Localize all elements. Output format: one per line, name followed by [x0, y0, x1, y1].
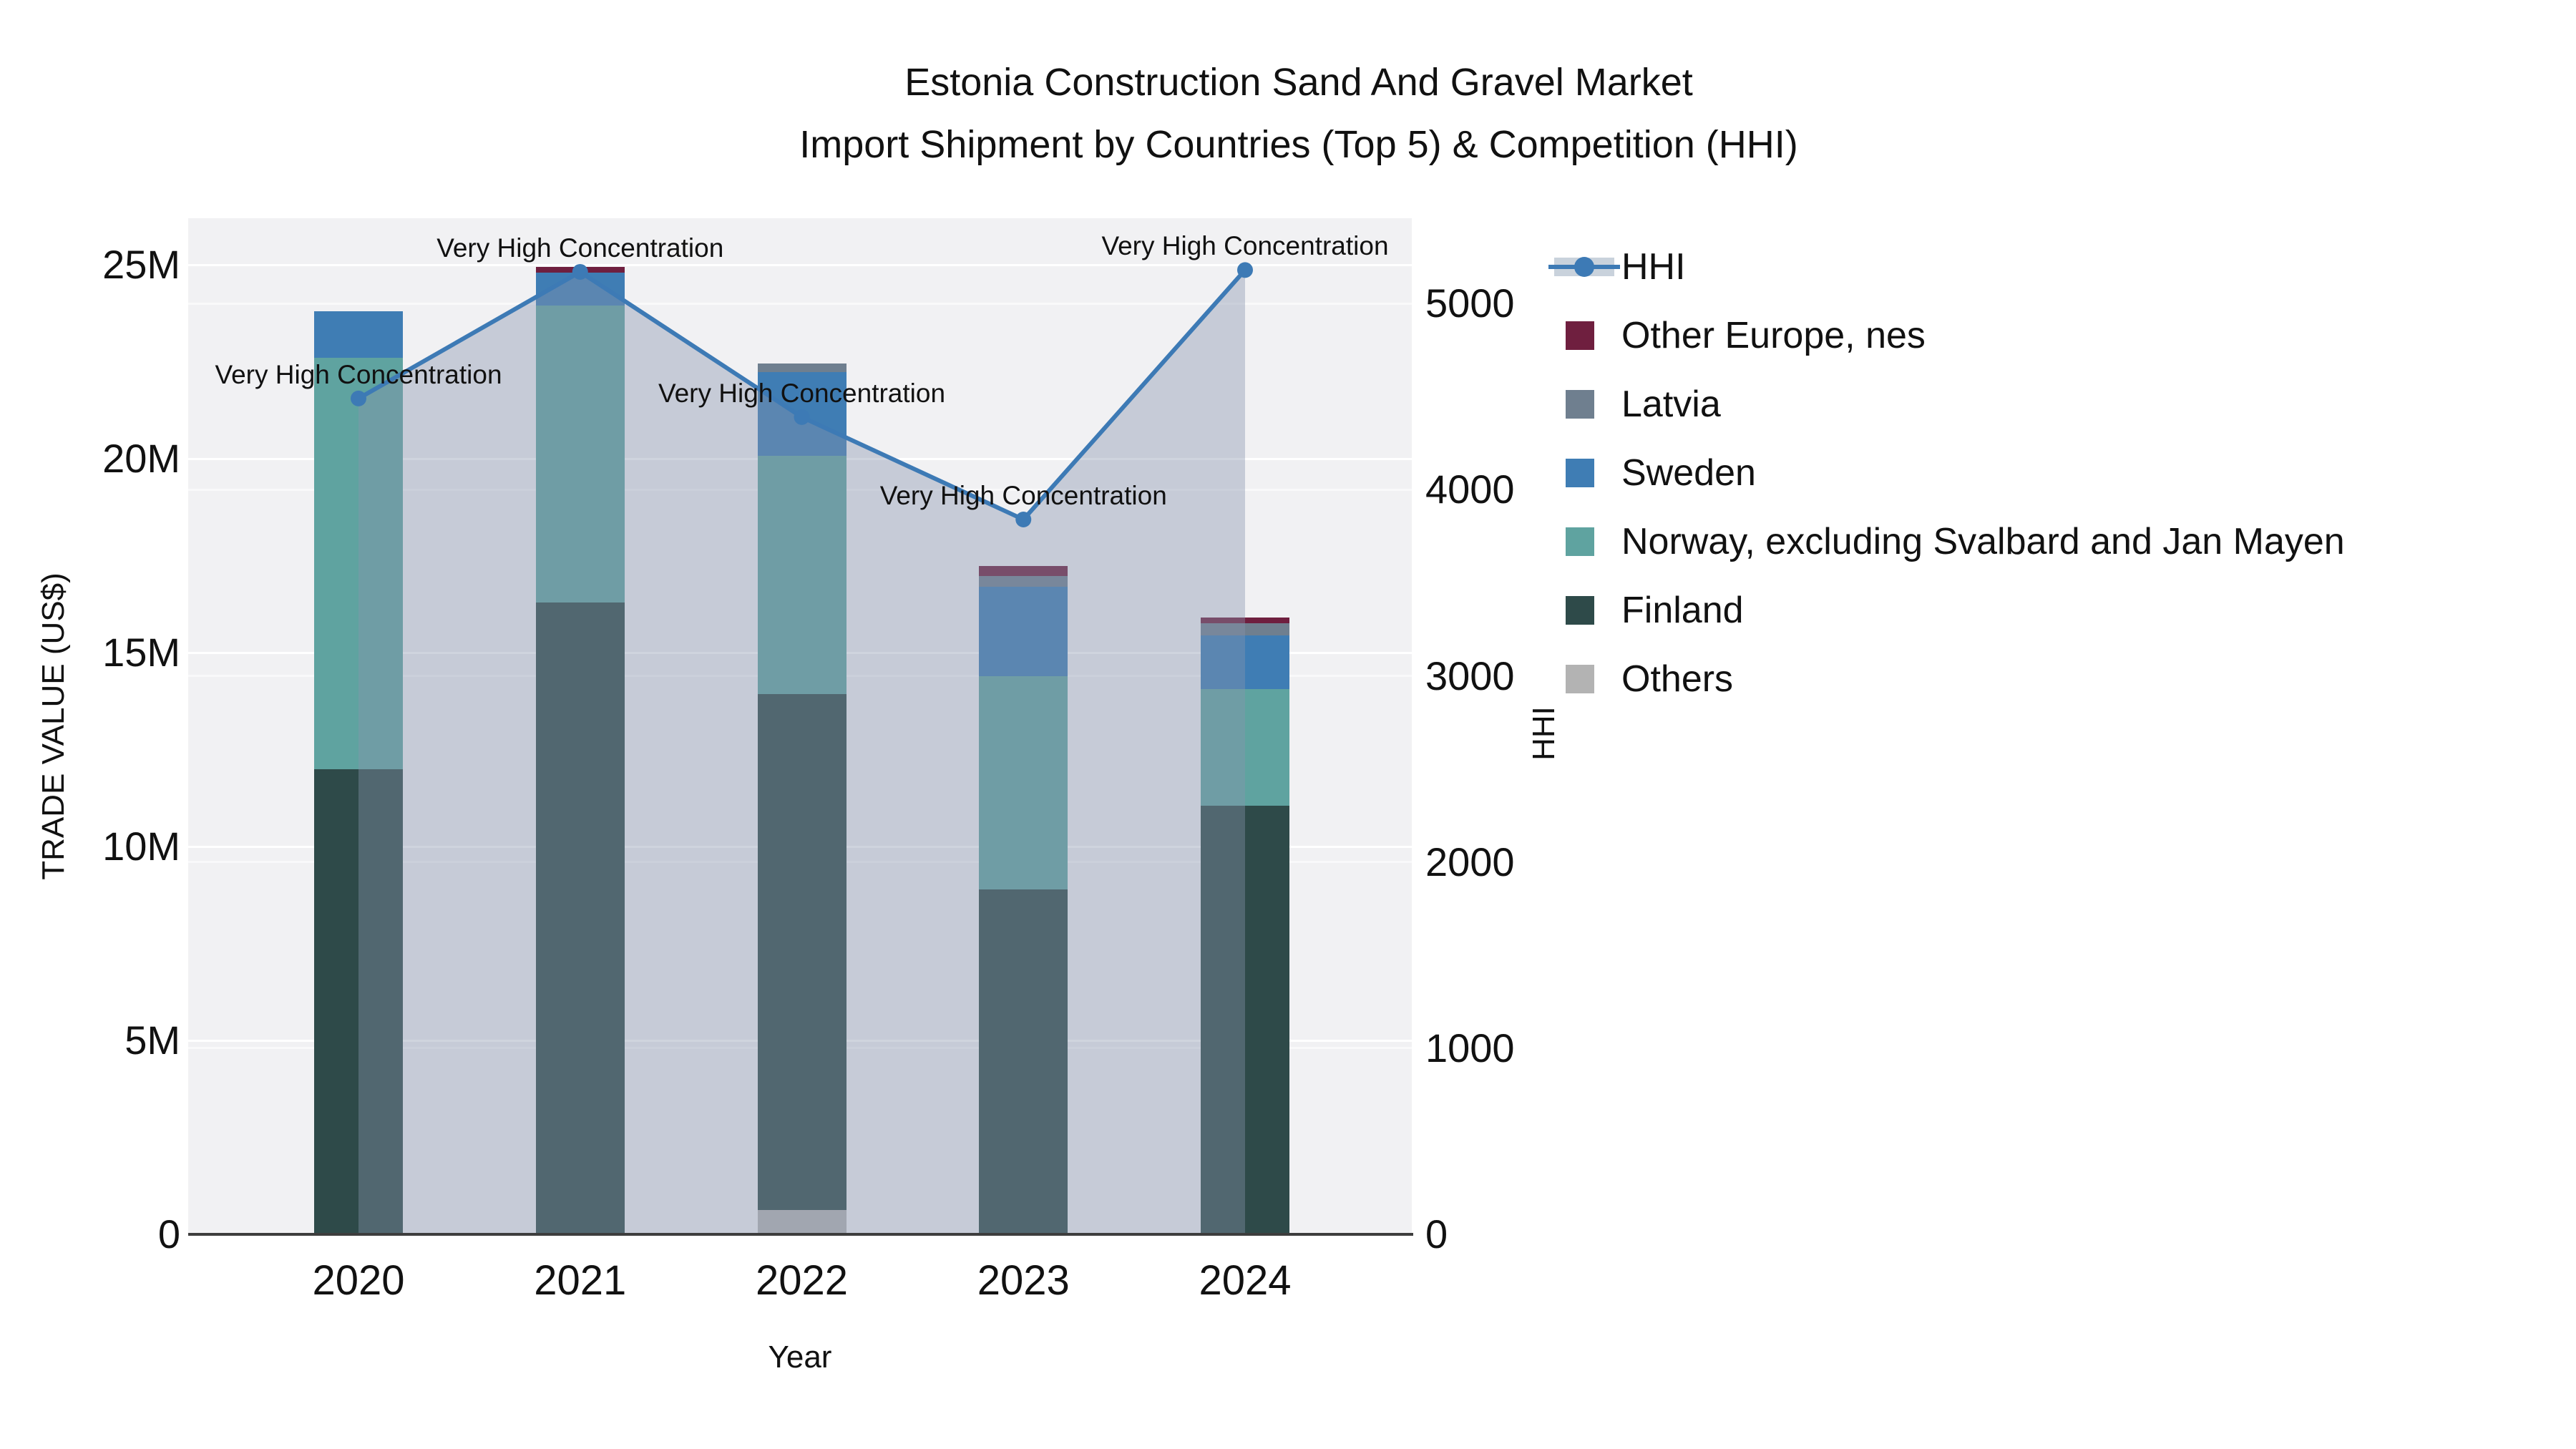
annotation-2020: Very High Concentration: [215, 359, 502, 389]
bar-segment-norway-excluding-svalbard-and-jan-mayen: [979, 675, 1068, 889]
tick-label-year-2022: 2022: [755, 1257, 849, 1304]
bar-segment-other-europe-nes: [979, 565, 1068, 576]
legend-label-norway-excluding-svalbard-and-jan-mayen: Norway, excluding Svalbard and Jan Mayen: [1621, 521, 2345, 562]
bar-segment-sweden: [1201, 635, 1289, 690]
legend-swatch-other-europe-nes: [1566, 321, 1594, 350]
tick-label-left-0: 0: [157, 1211, 180, 1257]
tick-label-left-20M: 20M: [102, 436, 180, 481]
bar-2022: [757, 218, 847, 1234]
bar-segment-norway-excluding-svalbard-and-jan-mayen: [314, 358, 403, 769]
tick-label-year-2021: 2021: [534, 1257, 627, 1304]
legend-label-hhi: HHI: [1621, 246, 1686, 288]
bar-segment-latvia: [979, 575, 1068, 587]
x-axis-title: Year: [768, 1340, 832, 1375]
bar-segment-latvia: [757, 364, 847, 373]
tick-label-left-10M: 10M: [102, 824, 180, 869]
gridline-trade-value: [188, 263, 1412, 266]
bar-segment-finland: [535, 602, 625, 1234]
tick-label-year-2023: 2023: [977, 1257, 1070, 1304]
annotation-2024: Very High Concentration: [1101, 231, 1389, 261]
legend-swatch-finland: [1566, 596, 1594, 625]
tick-label-left-15M: 15M: [102, 630, 180, 675]
bar-segment-finland: [314, 769, 403, 1234]
tick-label-year-2024: 2024: [1199, 1257, 1292, 1304]
bar-segment-latvia: [1201, 623, 1289, 635]
bar-segment-sweden: [979, 586, 1068, 676]
hhi-legend-marker-icon: [1574, 257, 1594, 277]
chart-subtitle: Import Shipment by Countries (Top 5) & C…: [799, 123, 1798, 167]
tick-label-right-4000: 4000: [1425, 467, 1515, 512]
y-axis-title-left: TRADE VALUE (US$): [36, 572, 71, 880]
legend-swatch-sweden: [1566, 459, 1594, 487]
tick-label-right-3000: 3000: [1425, 653, 1515, 698]
bar-2024: [1201, 218, 1289, 1234]
bar-segment-norway-excluding-svalbard-and-jan-mayen: [757, 455, 847, 694]
tick-label-right-1000: 1000: [1425, 1025, 1515, 1070]
legend-swatch-others: [1566, 665, 1594, 693]
plot-area: [188, 218, 1412, 1234]
legend-label-other-europe-nes: Other Europe, nes: [1621, 315, 1926, 356]
legend-label-latvia: Latvia: [1621, 384, 1721, 425]
bar-2020: [314, 218, 403, 1234]
legend-label-others: Others: [1621, 658, 1734, 700]
annotation-2023: Very High Concentration: [879, 480, 1167, 510]
bar-segment-finland: [757, 693, 847, 1210]
bar-segment-sweden: [314, 311, 403, 358]
bar-segment-norway-excluding-svalbard-and-jan-mayen: [535, 305, 625, 602]
y-axis-title-right: HHI: [1526, 706, 1561, 761]
hhi-marker-2020: [351, 390, 366, 406]
hhi-overlay: [351, 262, 1253, 1234]
hhi-marker-2022: [794, 409, 810, 425]
tick-label-left-5M: 5M: [125, 1018, 180, 1063]
tick-label-left-25M: 25M: [102, 242, 180, 287]
chart-title-block: Estonia Construction Sand And Gravel Mar…: [583, 52, 2014, 177]
bar-segment-finland: [979, 889, 1068, 1234]
legend-swatch-latvia: [1566, 390, 1594, 419]
legend-label-finland: Finland: [1621, 590, 1744, 631]
tick-label-right-0: 0: [1425, 1211, 1448, 1257]
bar-segment-others: [757, 1209, 847, 1234]
bar-segment-finland: [1201, 806, 1289, 1234]
tick-label-year-2020: 2020: [312, 1257, 405, 1304]
legend-swatch-norway-excluding-svalbard-and-jan-mayen: [1566, 527, 1594, 556]
hhi-marker-2021: [572, 263, 588, 280]
hhi-marker-2023: [1015, 511, 1032, 527]
bar-segment-other-europe-nes: [1201, 617, 1289, 623]
annotation-2022: Very High Concentration: [658, 378, 946, 408]
gridline-hhi: [188, 302, 1412, 305]
bar-segment-norway-excluding-svalbard-and-jan-mayen: [1201, 689, 1289, 806]
tick-label-right-2000: 2000: [1425, 839, 1515, 884]
annotation-2021: Very High Concentration: [436, 233, 724, 263]
hhi-marker-2024: [1237, 262, 1253, 278]
chart-title: Estonia Construction Sand And Gravel Mar…: [904, 61, 1693, 104]
tick-label-right-5000: 5000: [1425, 280, 1515, 326]
legend-label-sweden: Sweden: [1621, 452, 1756, 494]
hhi-area: [358, 270, 1245, 1234]
bar-2023: [979, 218, 1068, 1234]
x-axis-line: [188, 1233, 1413, 1236]
